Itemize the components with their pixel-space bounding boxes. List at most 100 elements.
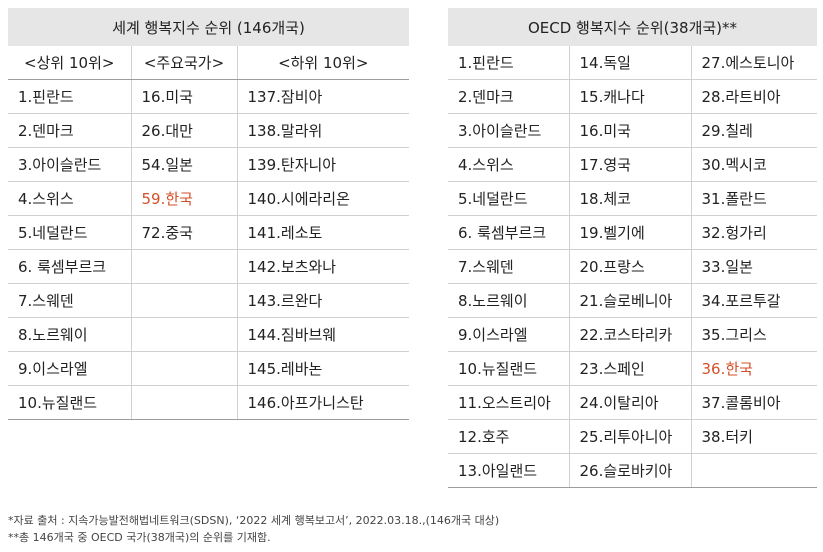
ranking-cell: 11.오스트리아 (448, 385, 569, 420)
world-column-headers: <상위 10위> <주요국가> <하위 10위> (8, 46, 410, 80)
ranking-cell: 30.멕시코 (690, 147, 818, 182)
table-row: 13.아일랜드 26.슬로바키아 (448, 453, 818, 488)
ranking-cell: 5.네덜란드 (448, 181, 569, 216)
ranking-cell: 10.뉴질랜드 (8, 385, 131, 420)
table-row: 6. 룩셈부르크 142.보츠와나 (8, 249, 410, 284)
ranking-cell: 10.뉴질랜드 (448, 351, 569, 386)
column-header: <상위 10위> (8, 46, 131, 80)
ranking-cell: 7.스웨덴 (8, 283, 131, 318)
ranking-cell: 15.캐나다 (568, 79, 691, 114)
table-row: 3.아이슬란드 54.일본 139.탄자니아 (8, 147, 410, 182)
oecd-table-title: OECD 행복지수 순위(38개국)** (448, 8, 818, 46)
table-row: 7.스웨덴 143.르완다 (8, 283, 410, 318)
ranking-cell: 29.칠레 (690, 113, 818, 148)
table-row: 1.핀란드 16.미국 137.잠비아 (8, 79, 410, 114)
ranking-cell: 12.호주 (448, 419, 569, 454)
oecd-note: **총 146개국 중 OECD 국가(38개국)의 순위를 기재함. (8, 531, 271, 544)
table-row: 10.뉴질랜드 146.아프가니스탄 (8, 385, 410, 420)
ranking-cell (130, 351, 237, 386)
ranking-cell (130, 385, 237, 420)
ranking-cell (130, 317, 237, 352)
ranking-cell: 137.잠비아 (236, 79, 410, 114)
ranking-cell: 139.탄자니아 (236, 147, 410, 182)
ranking-cell: 38.터키 (690, 419, 818, 454)
table-row: 5.네덜란드 18.체코 31.폴란드 (448, 181, 818, 216)
ranking-cell: 20.프랑스 (568, 249, 691, 284)
ranking-cell: 143.르완다 (236, 283, 410, 318)
ranking-cell: 2.덴마크 (448, 79, 569, 114)
table-row: 8.노르웨이 21.슬로베니아 34.포르투갈 (448, 283, 818, 318)
ranking-cell: 26.슬로바키아 (568, 453, 691, 488)
table-row: 3.아이슬란드 16.미국 29.칠레 (448, 113, 818, 148)
table-row: 2.덴마크 26.대만 138.말라위 (8, 113, 410, 148)
ranking-cell: 3.아이슬란드 (448, 113, 569, 148)
table-row: 9.이스라엘 22.코스타리카 35.그리스 (448, 317, 818, 352)
table-row: 4.스위스 59.한국 140.시에라리온 (8, 181, 410, 216)
ranking-cell: 54.일본 (130, 147, 237, 182)
world-table-title: 세계 행복지수 순위 (146개국) (8, 8, 410, 46)
ranking-cell (130, 283, 237, 318)
column-header: <하위 10위> (236, 46, 410, 80)
oecd-ranking-table: OECD 행복지수 순위(38개국)** 1.핀란드 14.독일 27.에스토니아 2… (448, 8, 818, 488)
ranking-cell: 138.말라위 (236, 113, 410, 148)
ranking-cell: 6. 룩셈부르크 (448, 215, 569, 250)
ranking-cell: 21.슬로베니아 (568, 283, 691, 318)
ranking-cell: 59.한국 (130, 181, 237, 216)
ranking-cell: 146.아프가니스탄 (236, 385, 410, 420)
table-row: 8.노르웨이 144.짐바브웨 (8, 317, 410, 352)
table-row: 9.이스라엘 145.레바논 (8, 351, 410, 386)
ranking-cell: 23.스페인 (568, 351, 691, 386)
ranking-cell: 25.리투아니아 (568, 419, 691, 454)
table-row: 10.뉴질랜드 23.스페인 36.한국 (448, 351, 818, 386)
ranking-cell: 1.핀란드 (8, 79, 131, 114)
ranking-cell: 16.미국 (130, 79, 237, 114)
ranking-cell: 13.아일랜드 (448, 453, 569, 488)
ranking-cell: 142.보츠와나 (236, 249, 410, 284)
table-row: 1.핀란드 14.독일 27.에스토니아 (448, 46, 818, 80)
ranking-cell: 27.에스토니아 (690, 46, 818, 80)
ranking-cell: 9.이스라엘 (8, 351, 131, 386)
ranking-cell: 31.폴란드 (690, 181, 818, 216)
ranking-cell: 144.짐바브웨 (236, 317, 410, 352)
ranking-cell: 24.이탈리아 (568, 385, 691, 420)
ranking-cell: 2.덴마크 (8, 113, 131, 148)
table-row: 6. 룩셈부르크 19.벨기에 32.헝가리 (448, 215, 818, 250)
ranking-cell: 8.노르웨이 (448, 283, 569, 318)
source-note: *자료 출처 : 지속가능발전해법네트워크(SDSN), ‘2022 세계 행복… (8, 514, 500, 527)
table-row: 5.네덜란드 72.중국 141.레소토 (8, 215, 410, 250)
ranking-cell (130, 249, 237, 284)
ranking-cell: 35.그리스 (690, 317, 818, 352)
world-ranking-table: 세계 행복지수 순위 (146개국) <상위 10위> <주요국가> <하위 10위… (8, 8, 410, 420)
ranking-cell: 145.레바논 (236, 351, 410, 386)
ranking-cell: 18.체코 (568, 181, 691, 216)
ranking-cell: 28.라트비아 (690, 79, 818, 114)
ranking-cell: 33.일본 (690, 249, 818, 284)
ranking-cell: 4.스위스 (8, 181, 131, 216)
ranking-cell: 16.미국 (568, 113, 691, 148)
ranking-cell: 72.중국 (130, 215, 237, 250)
ranking-cell: 7.스웨덴 (448, 249, 569, 284)
ranking-cell: 3.아이슬란드 (8, 147, 131, 182)
ranking-cell: 141.레소토 (236, 215, 410, 250)
ranking-cell: 19.벨기에 (568, 215, 691, 250)
ranking-cell: 4.스위스 (448, 147, 569, 182)
column-header: <주요국가> (130, 46, 237, 80)
footnotes: *자료 출처 : 지속가능발전해법네트워크(SDSN), ‘2022 세계 행복… (8, 512, 499, 546)
table-row: 2.덴마크 15.캐나다 28.라트비아 (448, 79, 818, 114)
ranking-cell: 1.핀란드 (448, 46, 569, 80)
table-row: 12.호주 25.리투아니아 38.터키 (448, 419, 818, 454)
ranking-cell: 34.포르투갈 (690, 283, 818, 318)
table-row: 4.스위스 17.영국 30.멕시코 (448, 147, 818, 182)
ranking-cell: 8.노르웨이 (8, 317, 131, 352)
ranking-cell: 22.코스타리카 (568, 317, 691, 352)
ranking-cell: 5.네덜란드 (8, 215, 131, 250)
ranking-cell: 140.시에라리온 (236, 181, 410, 216)
ranking-cell: 14.독일 (568, 46, 691, 80)
ranking-cell: 36.한국 (690, 351, 818, 386)
ranking-cell: 17.영국 (568, 147, 691, 182)
ranking-cell (690, 453, 818, 488)
table-row: 7.스웨덴 20.프랑스 33.일본 (448, 249, 818, 284)
ranking-cell: 32.헝가리 (690, 215, 818, 250)
ranking-cell: 37.콜롬비아 (690, 385, 818, 420)
ranking-cell: 6. 룩셈부르크 (8, 249, 131, 284)
